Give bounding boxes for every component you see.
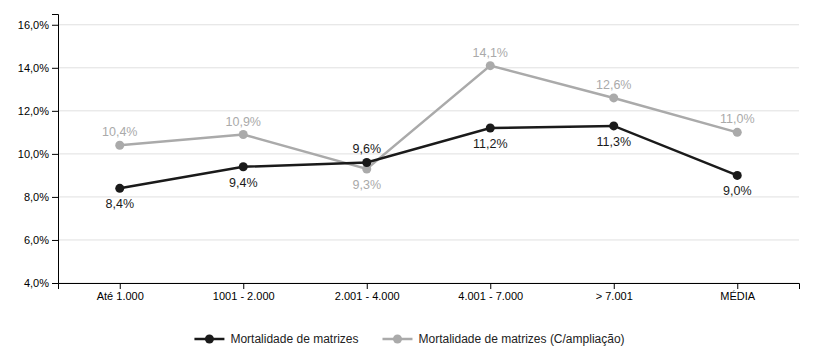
legend-label: Mortalidade de matrizes bbox=[230, 332, 358, 346]
series bbox=[115, 61, 742, 173]
grid-line bbox=[58, 239, 799, 240]
series-marker bbox=[239, 162, 248, 171]
x-axis: Até 1.000 1001 - 2.000 2.001 - 4.000 4.001 … bbox=[59, 283, 800, 302]
series-marker bbox=[115, 141, 124, 150]
grid-line bbox=[58, 153, 799, 154]
y-tick: 12,0% bbox=[18, 105, 58, 117]
y-tick-label: 12,0% bbox=[18, 105, 49, 117]
y-axis-line bbox=[52, 15, 59, 284]
y-tick-mark bbox=[52, 197, 58, 198]
legend-swatch-marker bbox=[205, 335, 214, 344]
x-tick: Até 1.000 bbox=[97, 283, 144, 302]
y-tick-label: 4,0% bbox=[24, 277, 49, 289]
data-label: 10,4% bbox=[102, 125, 137, 139]
x-tick-label: 2.001 - 4.000 bbox=[335, 290, 400, 302]
x-tick: 1001 - 2.000 bbox=[213, 283, 275, 302]
y-tick-mark bbox=[52, 111, 58, 112]
y-tick: 8,0% bbox=[24, 191, 58, 203]
grid-line bbox=[58, 24, 799, 25]
y-tick-mark bbox=[52, 68, 58, 69]
y-tick-label: 6,0% bbox=[24, 234, 49, 246]
series-line bbox=[120, 66, 738, 169]
y-tick: 14,0% bbox=[18, 62, 58, 74]
x-tick-mark bbox=[367, 283, 368, 289]
data-label: 11,0% bbox=[720, 112, 755, 126]
y-tick-label: 8,0% bbox=[24, 191, 49, 203]
y-tick-mark bbox=[52, 283, 58, 284]
grid-line bbox=[58, 110, 799, 111]
x-tick: 4.001 - 7.000 bbox=[458, 283, 523, 302]
legend-item: Mortalidade de matrizes bbox=[194, 332, 358, 346]
legend: Mortalidade de matrizes Mortalidade de ma… bbox=[194, 332, 624, 346]
y-tick-label: 16,0% bbox=[18, 19, 49, 31]
data-label: 12,6% bbox=[596, 78, 631, 92]
data-label: 11,2% bbox=[473, 137, 508, 151]
grid bbox=[58, 25, 799, 283]
series-marker bbox=[239, 130, 248, 139]
chart: 4,0% 6,0% 8,0% 10,0% 12,0% 14,0% 16,0% Até 1.00… bbox=[0, 0, 819, 357]
series-line bbox=[120, 126, 738, 188]
series-marker bbox=[733, 128, 742, 137]
data-label: 11,3% bbox=[596, 135, 631, 149]
y-tick-mark bbox=[52, 25, 58, 26]
x-tick: 2.001 - 4.000 bbox=[335, 283, 400, 302]
x-tick-label: MÉDIA bbox=[720, 290, 756, 302]
data-label: 9,6% bbox=[353, 142, 382, 156]
x-tick-mark bbox=[737, 283, 738, 289]
series-marker bbox=[115, 184, 124, 193]
y-tick: 16,0% bbox=[18, 19, 58, 31]
series-marker bbox=[609, 121, 618, 130]
data-label: 10,9% bbox=[226, 115, 261, 129]
grid-line bbox=[58, 67, 799, 68]
legend-swatch-marker bbox=[393, 335, 402, 344]
legend-item: Mortalidade de matrizes (C/ampliação) bbox=[382, 332, 624, 346]
x-tick-label: > 7.001 bbox=[596, 290, 633, 302]
y-tick-label: 10,0% bbox=[18, 148, 49, 160]
x-tick-label: Até 1.000 bbox=[97, 290, 144, 302]
x-tick-label: 4.001 - 7.000 bbox=[458, 290, 523, 302]
x-tick: > 7.001 bbox=[596, 283, 633, 302]
y-tick: 4,0% bbox=[24, 277, 58, 289]
x-tick-label: 1001 - 2.000 bbox=[213, 290, 275, 302]
data-label: 14,1% bbox=[473, 46, 508, 60]
legend-label: Mortalidade de matrizes (C/ampliação) bbox=[418, 332, 624, 346]
y-tick-mark bbox=[52, 154, 58, 155]
y-tick: 6,0% bbox=[24, 234, 58, 246]
y-tick-label: 14,0% bbox=[18, 62, 49, 74]
x-tick-mark bbox=[614, 283, 615, 289]
series-marker bbox=[486, 61, 495, 70]
series-marker bbox=[733, 171, 742, 180]
x-tick: MÉDIA bbox=[720, 283, 756, 302]
series-marker bbox=[362, 158, 371, 167]
series-marker bbox=[486, 124, 495, 133]
plot-area bbox=[115, 61, 742, 193]
x-axis-line bbox=[59, 284, 800, 290]
y-tick-mark bbox=[52, 240, 58, 241]
data-label: 9,3% bbox=[353, 178, 382, 192]
data-label: 9,0% bbox=[723, 184, 752, 198]
y-tick: 10,0% bbox=[18, 148, 58, 160]
data-label: 8,4% bbox=[106, 197, 135, 211]
series bbox=[115, 121, 742, 192]
data-labels: 8,4% 9,4% 9,6% 11,2% 11,3% 9,0% 10,4% 10,9% 9,3%… bbox=[102, 46, 754, 212]
x-tick-mark bbox=[120, 283, 121, 289]
x-tick-mark bbox=[490, 283, 491, 289]
data-label: 9,4% bbox=[229, 176, 258, 190]
x-tick-mark bbox=[243, 283, 244, 289]
y-axis: 4,0% 6,0% 8,0% 10,0% 12,0% 14,0% 16,0% bbox=[18, 15, 59, 290]
grid-line bbox=[58, 196, 799, 197]
series-marker bbox=[609, 93, 618, 102]
